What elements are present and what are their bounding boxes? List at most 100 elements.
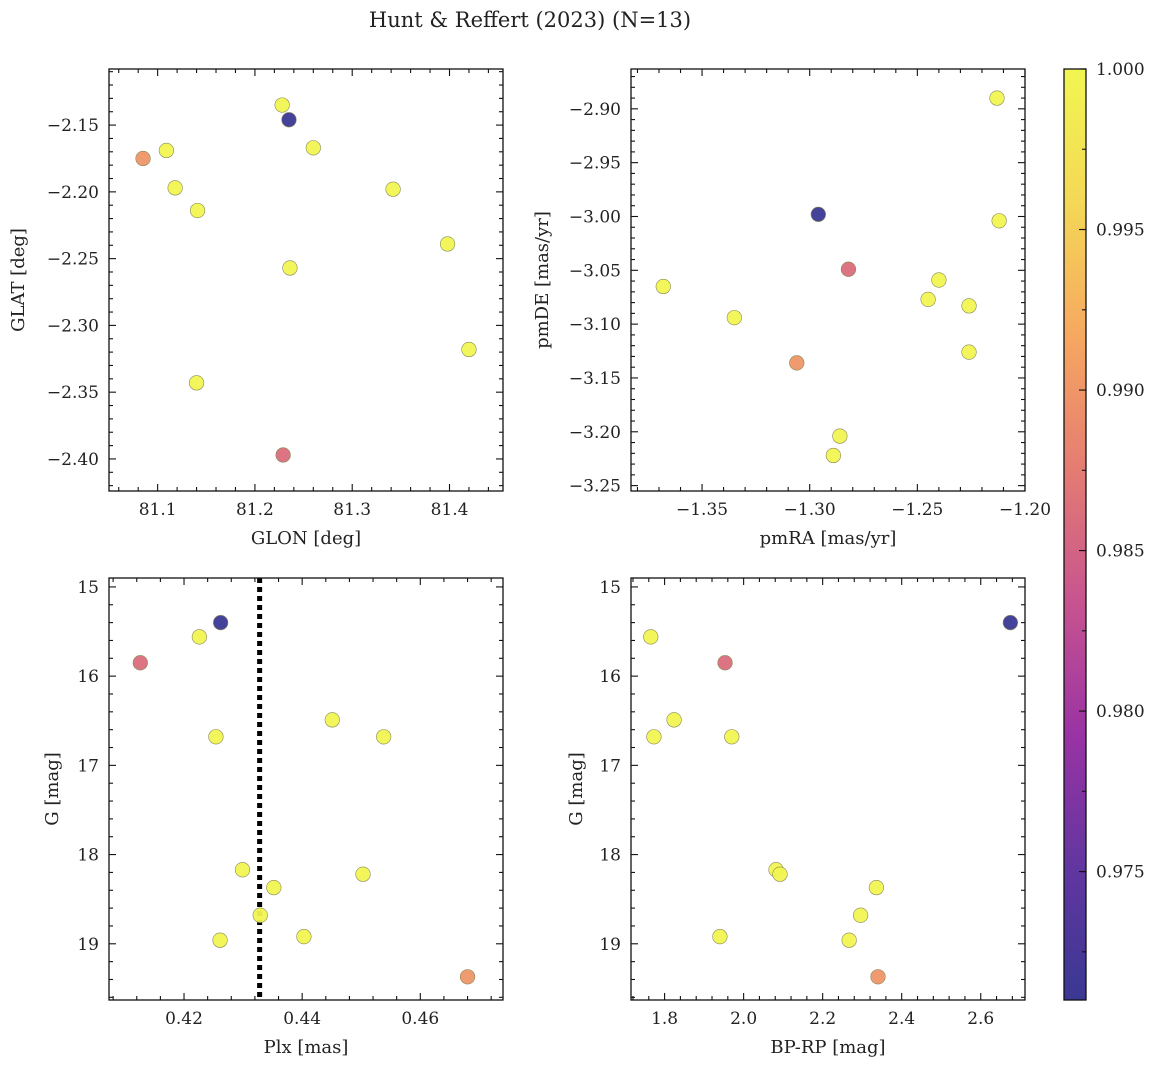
data-point bbox=[868, 879, 885, 896]
x-tick-label: 2.0 bbox=[730, 1009, 757, 1029]
y-tick-label: 18 bbox=[77, 846, 99, 866]
data-point bbox=[252, 907, 268, 923]
data-point bbox=[726, 310, 742, 326]
data-point bbox=[234, 862, 251, 878]
panel-1: 81.1 81.2 81.3 81.4 −2.15 −2.20 −2.25 −2.30 −2.3… bbox=[8, 68, 504, 549]
data-point bbox=[385, 181, 401, 197]
y-tick-label: 17 bbox=[77, 756, 99, 776]
x-tick-label: −1.30 bbox=[784, 500, 836, 520]
panel-2: −1.35 −1.30 −1.25 −1.20 −2.90 −2.95 −3.00 −3.05… bbox=[532, 68, 1051, 549]
y-tick-label: −2.30 bbox=[47, 316, 99, 336]
colorbar-tick-label: 0.975 bbox=[1096, 863, 1145, 883]
x-tick-label: 2.6 bbox=[967, 1009, 994, 1029]
x-tick-label: 81.1 bbox=[139, 500, 177, 520]
axes-frame bbox=[108, 68, 504, 492]
y-tick-label: −3.10 bbox=[569, 315, 621, 335]
y-tick-label: 16 bbox=[77, 667, 99, 687]
panel-3: 0.42 0.44 0.46 15 16 17 18 19 Plx [mas] G [mag] bbox=[42, 577, 504, 1058]
y-tick-label: −2.40 bbox=[47, 450, 99, 470]
y-tick-label: 18 bbox=[599, 846, 621, 866]
x-tick-label: 1.8 bbox=[651, 1009, 678, 1029]
x-tick-label: 81.2 bbox=[236, 500, 274, 520]
y-tick-label: 15 bbox=[599, 578, 621, 598]
axes-frame bbox=[630, 68, 1026, 492]
data-point bbox=[931, 272, 947, 288]
data-point bbox=[870, 969, 886, 985]
colorbar: 0.975 0.980 0.985 0.990 0.995 1.000 bbox=[1063, 60, 1145, 1001]
data-point bbox=[1002, 615, 1018, 631]
x-tick-label: 81.3 bbox=[333, 500, 371, 520]
data-point bbox=[135, 150, 151, 167]
data-point bbox=[305, 140, 321, 156]
figure-title: Hunt & Reffert (2023) (N=13) bbox=[369, 8, 691, 32]
data-point bbox=[840, 261, 857, 277]
x-tick-label: −1.25 bbox=[891, 500, 943, 520]
data-point bbox=[772, 866, 788, 882]
y-tick-label: −3.15 bbox=[569, 369, 621, 389]
x-tick-label: 0.46 bbox=[401, 1009, 439, 1029]
x-tick-label: 2.2 bbox=[809, 1009, 836, 1029]
x-tick-label: 2.4 bbox=[888, 1009, 915, 1029]
data-point bbox=[810, 206, 826, 222]
colorbar-tick-label: 1.000 bbox=[1096, 60, 1145, 80]
colorbar-tick-label: 0.985 bbox=[1096, 542, 1145, 562]
y-tick-label: −3.20 bbox=[569, 423, 621, 443]
data-point bbox=[991, 213, 1007, 229]
y-tick-label: −2.90 bbox=[569, 100, 621, 120]
x-axis-label: Plx [mas] bbox=[264, 1037, 349, 1058]
data-point bbox=[208, 729, 224, 745]
data-point bbox=[461, 341, 477, 358]
data-point bbox=[167, 180, 183, 196]
y-tick-label: −2.15 bbox=[47, 116, 99, 136]
data-point bbox=[789, 355, 805, 371]
panel-4: 1.8 2.0 2.2 2.4 2.6 15 16 17 18 19 BP-RP [mag] G [m… bbox=[566, 577, 1026, 1058]
data-point bbox=[324, 712, 340, 728]
data-point bbox=[191, 629, 207, 645]
y-tick-label: −3.25 bbox=[569, 477, 621, 497]
data-point bbox=[646, 729, 662, 745]
colorbar-tick-label: 0.995 bbox=[1096, 221, 1145, 241]
data-point bbox=[961, 344, 977, 360]
x-axis-label: BP-RP [mag] bbox=[770, 1037, 885, 1058]
panels: 81.1 81.2 81.3 81.4 −2.15 −2.20 −2.25 −2.30 −2.3… bbox=[8, 68, 1051, 1058]
y-tick-label: 17 bbox=[599, 756, 621, 776]
data-point bbox=[296, 929, 312, 945]
y-tick-label: 19 bbox=[599, 935, 621, 955]
data-point bbox=[712, 929, 728, 945]
colorbar-frame bbox=[1063, 68, 1087, 1001]
data-point bbox=[212, 932, 228, 948]
data-point bbox=[266, 879, 282, 896]
data-point bbox=[158, 142, 174, 159]
y-tick-label: −3.00 bbox=[569, 207, 621, 227]
data-point bbox=[989, 90, 1005, 106]
data-point bbox=[459, 969, 476, 985]
x-tick-label: 0.42 bbox=[165, 1009, 203, 1029]
data-point bbox=[853, 907, 869, 923]
y-tick-label: 15 bbox=[77, 578, 99, 598]
colorbar-tick-label: 0.980 bbox=[1096, 702, 1145, 722]
y-axis-label: G [mag] bbox=[42, 752, 63, 825]
data-point bbox=[666, 712, 682, 728]
data-point bbox=[961, 298, 977, 314]
data-point bbox=[274, 97, 290, 113]
data-point bbox=[275, 447, 291, 463]
data-point bbox=[281, 112, 297, 128]
y-axis-label: pmDE [mas/yr] bbox=[532, 211, 553, 349]
x-axis-label: GLON [deg] bbox=[251, 528, 361, 549]
y-tick-label: −3.05 bbox=[569, 261, 621, 281]
colorbar-gradient bbox=[1064, 69, 1086, 1000]
y-tick-label: 16 bbox=[599, 667, 621, 687]
data-point bbox=[213, 615, 229, 631]
data-point bbox=[189, 202, 206, 219]
y-tick-label: −2.95 bbox=[569, 154, 621, 174]
axes-frame bbox=[108, 577, 504, 1001]
x-tick-label: 81.4 bbox=[431, 500, 469, 520]
data-point bbox=[439, 236, 456, 252]
y-tick-label: −2.35 bbox=[47, 383, 99, 403]
data-point bbox=[355, 866, 371, 882]
data-point bbox=[188, 375, 205, 391]
data-point bbox=[643, 629, 659, 645]
data-point bbox=[282, 260, 298, 276]
x-tick-label: 0.44 bbox=[283, 1009, 321, 1029]
